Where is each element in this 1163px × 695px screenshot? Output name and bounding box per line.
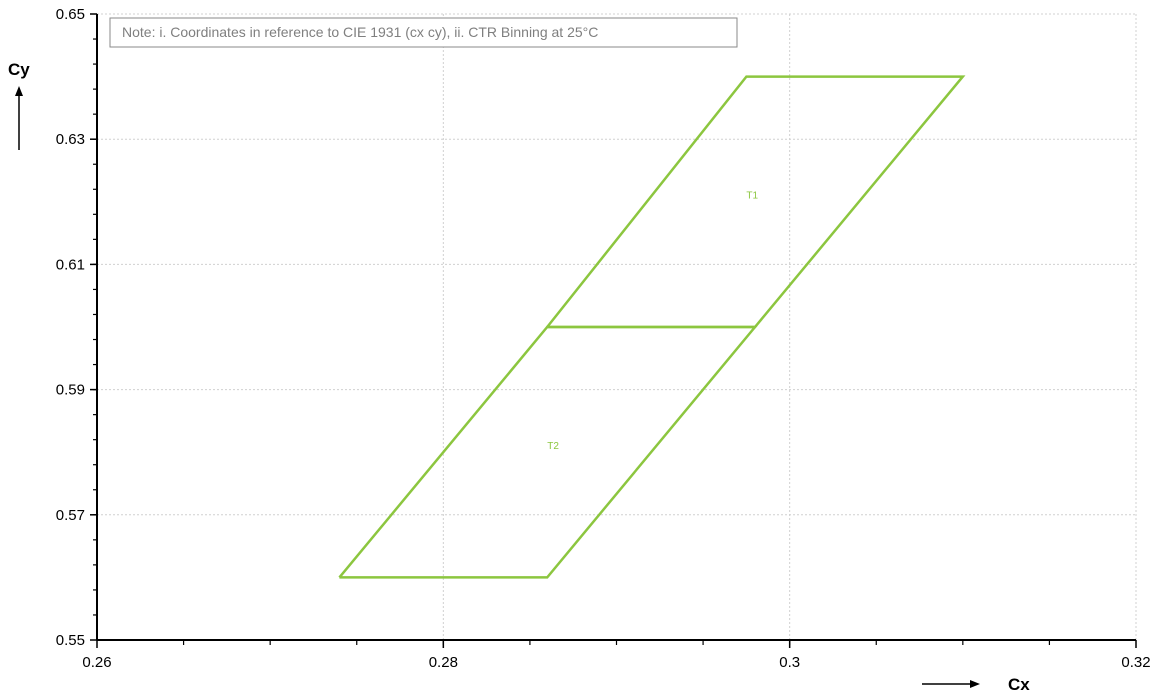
bin-regions: T1 T2 (338, 75, 966, 579)
note-box: Note: i. Coordinates in reference to CIE… (109, 17, 738, 48)
region-label-t1: T1 (746, 191, 758, 202)
y-axis-arrowhead-icon (15, 86, 23, 96)
x-axis-title: Cx (922, 675, 1030, 694)
axes: 0.26 0.28 0.3 0.32 0.55 0.57 0.59 0.61 0.63 0.65 (56, 6, 1151, 671)
y-tick-label: 0.57 (56, 507, 85, 524)
x-tick-label: 0.3 (779, 654, 800, 671)
gridlines (97, 13, 1137, 640)
y-tick-label: 0.59 (56, 382, 85, 399)
note-border (109, 17, 738, 48)
y-tick-label: 0.61 (56, 256, 85, 273)
y-tick-label: 0.63 (56, 131, 85, 148)
y-axis-title: Cy (8, 60, 30, 150)
x-axis-label: Cx (1008, 675, 1030, 694)
y-tick-label: 0.55 (56, 632, 85, 649)
x-tick-label: 0.28 (429, 654, 458, 671)
x-tick-label: 0.32 (1121, 654, 1150, 671)
region-t2 (338, 325, 758, 579)
y-axis-label: Cy (8, 60, 30, 79)
region-t1 (546, 75, 966, 329)
note-text: Note: i. Coordinates in reference to CIE… (122, 24, 598, 40)
x-axis-arrowhead-icon (970, 680, 980, 688)
y-tick-label: 0.65 (56, 6, 85, 23)
region-label-t2: T2 (547, 441, 559, 452)
x-tick-label: 0.26 (82, 654, 111, 671)
